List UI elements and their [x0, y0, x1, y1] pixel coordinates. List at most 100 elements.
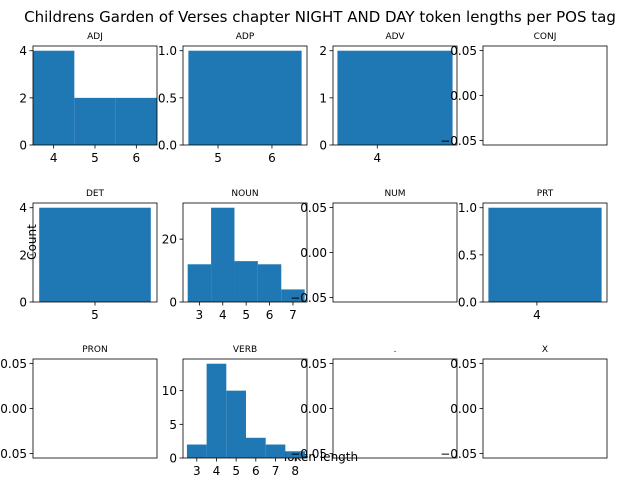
subplot-title-prt: PRT	[537, 189, 554, 199]
ytick-label-verb-1: 5	[169, 418, 177, 432]
xtick-label-noun-0: 3	[196, 308, 204, 322]
bar-adj-2	[115, 97, 157, 145]
bar-verb-2	[226, 390, 246, 458]
ytick-label-punct-0: −0.05	[290, 447, 327, 461]
xtick-label-verb-2: 5	[232, 464, 240, 478]
bar-verb-4	[265, 444, 286, 458]
bar-noun-3	[257, 264, 282, 302]
subplot-num: NUM −0.05 0.00 0.05	[290, 189, 458, 305]
ytick-label-adv-2: 2	[319, 44, 327, 58]
ytick-label-x-0: −0.05	[440, 447, 477, 461]
ytick-label-verb-0: 0	[169, 452, 177, 466]
xtick-label-noun-4: 7	[289, 308, 297, 322]
subplot-title-conj: CONJ	[534, 32, 557, 42]
subplot-title-x: X	[542, 345, 548, 355]
xtick-label-adj-1: 5	[91, 151, 99, 165]
axes-frame-prt	[482, 202, 608, 303]
xtick-label-verb-3: 6	[252, 464, 260, 478]
xtick-label-det-0: 5	[91, 308, 99, 322]
subplot-title-num: NUM	[384, 189, 405, 199]
axes-frame-punct	[332, 358, 458, 459]
xtick-label-adp-1: 6	[268, 151, 276, 165]
subplot-title-verb: VERB	[233, 345, 257, 355]
subplot-x: X −0.05 0.00 0.05	[440, 345, 608, 461]
ytick-label-conj-1: 0.00	[450, 89, 477, 103]
ytick-label-num-1: 0.00	[300, 246, 327, 260]
axes-frame-adv	[332, 45, 458, 146]
bar-noun-4	[281, 289, 305, 302]
ytick-label-prt-0: 0.0	[458, 296, 477, 310]
xtick-label-verb-0: 3	[193, 464, 201, 478]
xtick-label-adj-0: 4	[50, 151, 58, 165]
subplot-title-adv: ADV	[385, 32, 405, 42]
ytick-label-conj-2: 0.05	[450, 44, 477, 58]
xtick-label-verb-5: 8	[291, 464, 299, 478]
subplot-adp: ADP 0.0 0.5 1.0 5 6	[158, 32, 308, 165]
xtick-label-noun-3: 6	[266, 308, 274, 322]
bar-adv-0	[337, 50, 453, 145]
ytick-label-punct-2: 0.05	[300, 357, 327, 371]
ytick-label-pron-2: 0.05	[0, 357, 27, 371]
ytick-label-prt-2: 1.0	[458, 201, 477, 215]
axes-frame-x	[482, 358, 608, 459]
ytick-label-x-2: 0.05	[450, 357, 477, 371]
bar-adj-1	[74, 97, 116, 145]
bar-verb-5	[285, 451, 306, 458]
ytick-label-conj-0: −0.05	[440, 134, 477, 148]
xtick-label-adj-2: 6	[133, 151, 141, 165]
subplot-title-adj: ADJ	[87, 32, 103, 42]
ytick-label-x-1: 0.00	[450, 402, 477, 416]
bar-noun-0	[187, 264, 212, 302]
subplot-noun: NOUN 0 20 3 4 5 6 7	[162, 189, 308, 322]
subplot-prt: PRT 0.0 0.5 1.0 4	[458, 189, 608, 322]
xtick-label-noun-2: 5	[242, 308, 250, 322]
xtick-label-adp-0: 5	[214, 151, 222, 165]
ytick-label-adj-2: 4	[19, 44, 27, 58]
ytick-label-pron-0: −0.05	[0, 447, 27, 461]
subplot-title-pron: PRON	[82, 345, 108, 355]
axes-frame-num	[332, 202, 458, 303]
bar-verb-1	[206, 363, 227, 458]
ytick-label-noun-0: 0	[169, 296, 177, 310]
subplot-adj: ADJ 0 2 4 4 5 6	[19, 32, 158, 165]
ytick-label-det-2: 4	[19, 201, 27, 215]
subplot-title-punct: .	[394, 345, 397, 355]
ytick-label-verb-2: 10	[162, 384, 177, 398]
ytick-label-noun-1: 20	[162, 233, 177, 247]
bar-adp-0	[188, 50, 302, 145]
subplot-title-adp: ADP	[236, 32, 255, 42]
axes-frame-conj	[482, 45, 608, 146]
ytick-label-num-0: −0.05	[290, 291, 327, 305]
axes-frame-adp	[182, 45, 308, 146]
ytick-label-pron-1: 0.00	[0, 402, 27, 416]
subplot-adv: ADV 0 1 2 4	[319, 32, 458, 165]
xtick-label-adv-0: 4	[373, 151, 381, 165]
subplot-punct: . −0.05 0.00 0.05	[290, 345, 458, 461]
ytick-label-adp-2: 1.0	[158, 44, 177, 58]
ytick-label-det-0: 0	[19, 296, 27, 310]
figure-title: Childrens Garden of Verses chapter NIGHT…	[24, 8, 616, 26]
ytick-label-adp-1: 0.5	[158, 91, 177, 105]
subplot-det: DET 0 2 4 5	[19, 189, 158, 322]
ytick-label-num-2: 0.05	[300, 201, 327, 215]
axes-frame-pron	[32, 358, 158, 459]
bar-noun-1	[211, 207, 235, 302]
bar-verb-0	[186, 444, 207, 458]
bar-adj-0	[33, 50, 75, 145]
xtick-label-verb-4: 7	[272, 464, 280, 478]
ytick-label-adv-1: 1	[319, 91, 327, 105]
axes-frame-verb	[182, 358, 308, 459]
subplot-pron: PRON −0.05 0.00 0.05	[0, 345, 158, 461]
y-axis-label: Count	[25, 224, 39, 260]
xtick-label-noun-1: 4	[219, 308, 227, 322]
bar-noun-2	[234, 261, 258, 302]
ytick-label-prt-1: 0.5	[458, 248, 477, 262]
bar-det-0	[39, 207, 151, 302]
subplot-title-det: DET	[86, 189, 105, 199]
subplot-title-noun: NOUN	[231, 189, 258, 199]
bar-prt-0	[488, 207, 602, 302]
axes-frame-noun	[182, 202, 308, 303]
